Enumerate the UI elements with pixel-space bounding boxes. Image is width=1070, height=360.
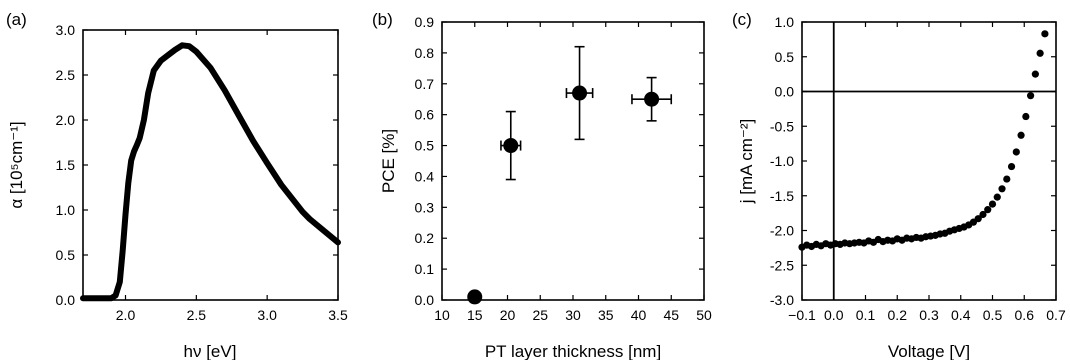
x-tick-label: 50	[696, 307, 712, 323]
jv-point	[984, 206, 992, 214]
y-tick-label: 0.7	[415, 76, 435, 92]
x-tick-label: 30	[565, 307, 581, 323]
plot-frame-c	[801, 21, 1057, 301]
y-tick-label: 0.2	[415, 230, 435, 246]
y-tick-label: 0.5	[415, 138, 435, 154]
x-tick-label: 25	[532, 307, 548, 323]
y-tick-label: 1.5	[56, 157, 76, 173]
y-tick-label: 0.5	[775, 49, 795, 65]
x-tick-label: 45	[663, 307, 679, 323]
ticks-c: −0.1 0.0 0.1 0.2 0.3 0.4 0.5 0.6 0.7 -3.0 -2.5 -2.0…	[770, 14, 1066, 323]
jv-point	[1036, 49, 1044, 57]
x-axis-label-b: PT layer thickness [nm]	[485, 342, 661, 360]
x-tick-label: 3.5	[328, 307, 348, 323]
y-axis-label-c: j [mA cm⁻²]	[737, 119, 756, 205]
x-tick-label: 0.0	[824, 307, 844, 323]
pce-points	[467, 45, 673, 305]
jv-point	[1027, 92, 1035, 100]
y-tick-label: 0.9	[415, 14, 435, 30]
x-tick-label: 0.5	[983, 307, 1003, 323]
panel-b: 10 15 20 25 30 35 40 45 50 0.0 0.1 0.2 0.3 0.4 0.5 0.6 0…	[372, 10, 712, 360]
y-tick-label: 0.6	[415, 107, 435, 123]
x-axis-label-c: Voltage [V]	[888, 342, 970, 360]
x-tick-label: 3.0	[257, 307, 277, 323]
x-tick-label: 2.0	[116, 307, 136, 323]
absorption-curve	[80, 42, 341, 302]
x-tick-label: 0.4	[951, 307, 971, 323]
x-tick-label: 2.5	[187, 307, 207, 323]
jv-point	[1031, 70, 1039, 78]
y-tick-label: 0.3	[415, 199, 435, 215]
y-tick-label: -0.5	[770, 118, 794, 134]
jv-point	[993, 193, 1001, 201]
y-tick-label: 0.0	[415, 292, 435, 308]
y-tick-label: -2.5	[770, 257, 794, 273]
jv-point	[988, 200, 997, 208]
y-tick-label: 2.5	[56, 67, 76, 83]
y-tick-label: 0.5	[56, 247, 76, 263]
pce-point	[467, 289, 483, 305]
y-tick-label: 0.0	[775, 84, 795, 100]
x-tick-label: 0.2	[888, 307, 908, 323]
jv-point	[1041, 30, 1049, 38]
jv-point	[1012, 148, 1020, 156]
x-tick-label: −0.1	[788, 307, 816, 323]
jv-point	[1007, 162, 1016, 171]
jv-point	[1022, 112, 1030, 121]
x-tick-label: 40	[631, 307, 647, 323]
jv-points	[798, 30, 1049, 251]
jv-point	[998, 185, 1006, 193]
x-tick-label: 35	[598, 307, 614, 323]
y-tick-label: 2.0	[56, 112, 76, 128]
y-tick-label: -1.5	[770, 188, 794, 204]
x-tick-label: 0.6	[1015, 307, 1035, 323]
y-tick-label: 0.8	[415, 45, 435, 61]
y-tick-label: 0.4	[415, 168, 435, 184]
y-tick-label: 1.0	[56, 202, 76, 218]
pce-point	[503, 138, 519, 154]
x-tick-label: 10	[434, 307, 450, 323]
y-tick-label: 0.0	[56, 292, 76, 308]
panel-label-a: (a)	[6, 10, 27, 29]
x-axis-label-a: hν [eV]	[184, 342, 237, 360]
x-tick-label: 15	[467, 307, 483, 323]
panel-c: −0.1 0.0 0.1 0.2 0.3 0.4 0.5 0.6 0.7 -3.0 -2.5 -2.0…	[732, 10, 1066, 360]
x-tick-label: 0.3	[919, 307, 939, 323]
y-axis-label-a: α [10⁵cm⁻¹]	[7, 121, 26, 208]
pce-point	[644, 91, 660, 107]
ticks-a: 2.0 2.5 3.0 3.5 0.0 0.5 1.0 1.5 2.0 2.5 3.0	[56, 22, 348, 323]
jv-point	[1003, 175, 1011, 183]
x-tick-label: 0.1	[856, 307, 876, 323]
pce-point	[572, 85, 588, 101]
panel-label-b: (b)	[372, 10, 393, 29]
ticks-b: 10 15 20 25 30 35 40 45 50 0.0 0.1 0.2 0.3 0.4 0.5 0.6 0…	[415, 14, 712, 323]
y-tick-label: 3.0	[56, 22, 76, 38]
plot-frame-b	[441, 21, 705, 301]
reference-lines	[802, 22, 1056, 300]
x-tick-label: 0.7	[1046, 307, 1066, 323]
jv-point	[974, 215, 982, 223]
y-tick-label: -3.0	[770, 292, 794, 308]
y-tick-label: -2.0	[770, 223, 794, 239]
panel-label-c: (c)	[732, 10, 752, 29]
panel-a: 2.0 2.5 3.0 3.5 0.0 0.5 1.0 1.5 2.0 2.5 3.0 (a) hν…	[6, 10, 348, 360]
y-axis-label-b: PCE [%]	[379, 129, 398, 193]
y-tick-label: 1.0	[775, 14, 795, 30]
y-tick-label: -1.0	[770, 153, 794, 169]
x-tick-label: 20	[500, 307, 516, 323]
y-tick-label: 0.1	[415, 261, 435, 277]
jv-point	[979, 210, 987, 219]
jv-point	[1017, 131, 1025, 139]
